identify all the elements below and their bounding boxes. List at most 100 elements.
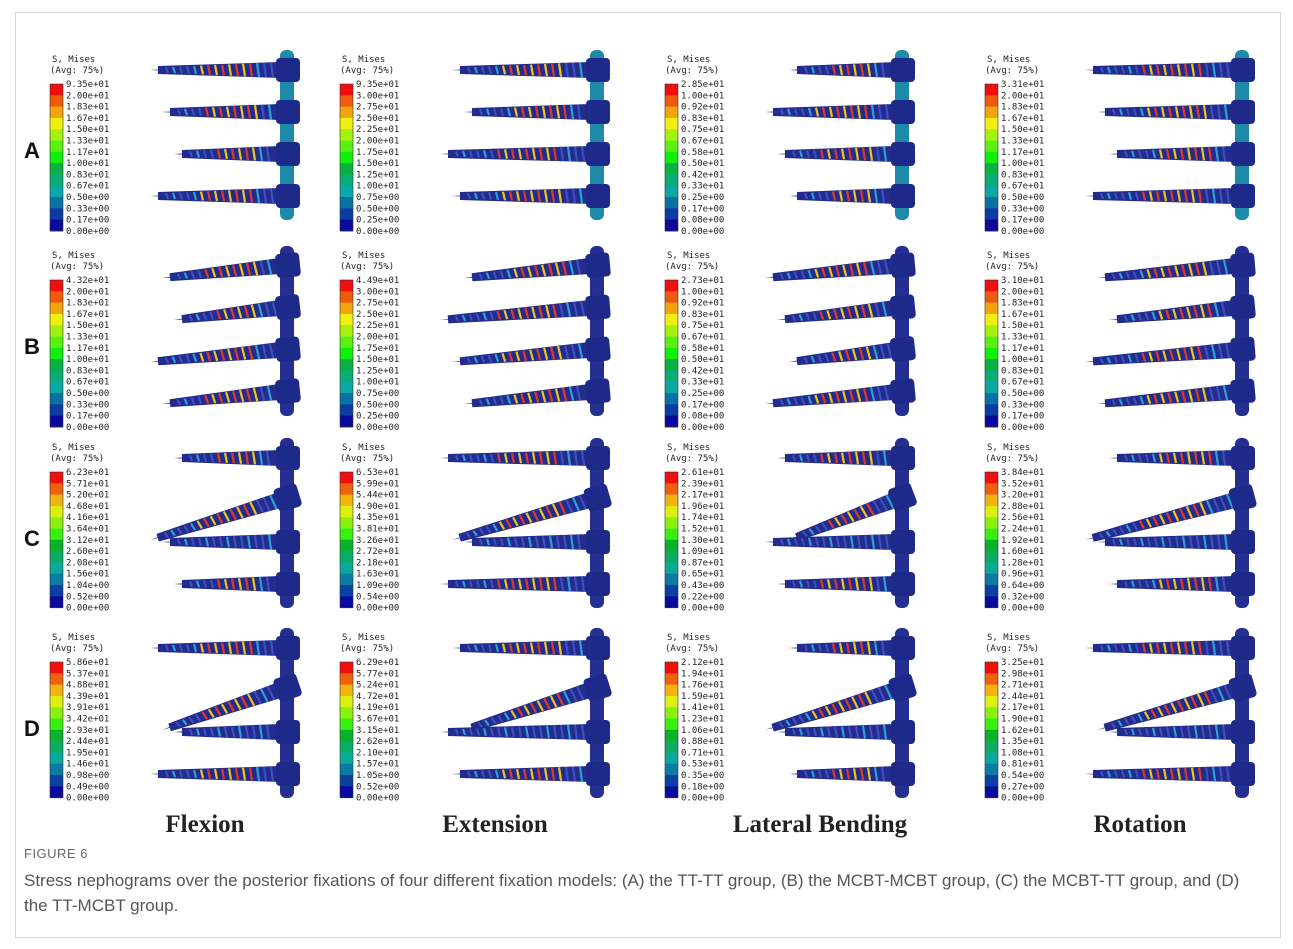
legend-label: 0.75e+01 xyxy=(681,321,724,331)
legend-label: 1.83e+01 xyxy=(66,299,109,309)
legend-band xyxy=(50,404,63,416)
legend-label: 0.49e+00 xyxy=(66,782,109,792)
legend-label: 0.75e+00 xyxy=(356,193,399,203)
legend-band xyxy=(340,163,353,175)
legend-label: 0.83e+01 xyxy=(681,310,724,320)
legend-band xyxy=(50,280,63,292)
legend-label: 1.67e+01 xyxy=(1001,310,1044,320)
legend-band xyxy=(665,495,678,507)
legend-band xyxy=(50,107,63,119)
legend-band xyxy=(340,382,353,394)
fixation-model xyxy=(150,628,303,798)
legend-title: S, Mises xyxy=(52,443,95,453)
legend-band xyxy=(665,280,678,292)
legend-label: 0.50e+00 xyxy=(1001,389,1044,399)
legend-label: 0.00e+00 xyxy=(66,423,109,433)
legend-band xyxy=(50,529,63,541)
screw-head xyxy=(275,252,301,278)
legend-title: S, Mises xyxy=(342,251,385,261)
legend-band xyxy=(50,291,63,303)
legend-band xyxy=(340,325,353,337)
legend-label: 1.67e+01 xyxy=(1001,114,1044,124)
legend-label: 0.81e+01 xyxy=(1001,760,1044,770)
legend-label: 0.08e+00 xyxy=(681,216,724,226)
legend-label: 1.00e+01 xyxy=(681,287,724,297)
fixation-model xyxy=(761,628,917,798)
legend-label: 2.62e+01 xyxy=(356,737,399,747)
legend-label: 0.83e+01 xyxy=(1001,366,1044,376)
legend-subtitle: (Avg: 75%) xyxy=(665,454,719,464)
screw-head xyxy=(1231,636,1255,660)
legend-label: 3.10e+01 xyxy=(1001,276,1044,286)
screw xyxy=(789,58,915,82)
legend-band xyxy=(340,696,353,708)
screw xyxy=(440,446,610,470)
legend-title: S, Mises xyxy=(667,443,710,453)
legend-band xyxy=(340,775,353,787)
legend-band xyxy=(50,337,63,349)
legend-band xyxy=(665,775,678,787)
legend-label: 2.00e+01 xyxy=(66,287,109,297)
legend-band xyxy=(50,393,63,405)
legend-label: 1.50e+01 xyxy=(66,125,109,135)
legend-label: 3.00e+01 xyxy=(356,287,399,297)
screw-head xyxy=(276,762,300,786)
screw xyxy=(463,378,611,416)
screw-head xyxy=(891,530,915,554)
screw xyxy=(764,252,916,290)
screw xyxy=(1085,58,1255,82)
legend-label: 3.26e+01 xyxy=(356,536,399,546)
legend-label: 0.50e+01 xyxy=(681,159,724,169)
screw-head xyxy=(1230,378,1256,404)
legend-label: 9.35e+01 xyxy=(356,80,399,90)
legend-band xyxy=(340,208,353,220)
screw xyxy=(764,378,916,416)
legend-band xyxy=(985,562,998,574)
legend-label: 0.75e+00 xyxy=(356,389,399,399)
legend-band xyxy=(340,472,353,484)
legend-band xyxy=(665,129,678,141)
legend-band xyxy=(985,370,998,382)
figure: AS, Mises(Avg: 75%)9.35e+012.00e+011.83e… xyxy=(0,0,1293,840)
legend-label: 3.00e+01 xyxy=(356,91,399,101)
legend-label: 0.67e+01 xyxy=(66,378,109,388)
row-label: D xyxy=(24,716,40,741)
screw-head xyxy=(1231,446,1255,470)
legend-band xyxy=(985,483,998,495)
legend-band xyxy=(50,382,63,394)
legend-label: 0.17e+00 xyxy=(66,216,109,226)
screw-body xyxy=(788,342,896,370)
legend-band xyxy=(985,303,998,315)
legend-label: 0.17e+00 xyxy=(66,412,109,422)
legend-label: 0.52e+00 xyxy=(356,782,399,792)
screw-head xyxy=(586,58,610,82)
legend-label: 0.50e+00 xyxy=(356,400,399,410)
legend-label: 1.46e+01 xyxy=(66,760,109,770)
legend-band xyxy=(665,472,678,484)
screw-head xyxy=(891,446,915,470)
screw xyxy=(150,636,300,660)
legend-band xyxy=(340,291,353,303)
legend-label: 1.83e+01 xyxy=(66,103,109,113)
legend-band xyxy=(985,314,998,326)
legend-band xyxy=(340,685,353,697)
legend-band xyxy=(985,662,998,674)
legend-label: 2.71e+01 xyxy=(1001,681,1044,691)
column-label: Rotation xyxy=(1093,811,1186,838)
screw-head xyxy=(586,446,610,470)
legend-band xyxy=(50,141,63,153)
legend-band xyxy=(665,741,678,753)
legend-label: 0.88e+01 xyxy=(681,737,724,747)
legend-label: 1.50e+01 xyxy=(356,159,399,169)
legend-band xyxy=(340,416,353,428)
legend-label: 1.00e+01 xyxy=(356,378,399,388)
screw-head xyxy=(276,530,300,554)
legend-band xyxy=(340,483,353,495)
legend-band xyxy=(665,186,678,198)
screw-head xyxy=(1230,252,1256,278)
legend-label: 1.52e+01 xyxy=(681,525,724,535)
legend-band xyxy=(340,764,353,776)
legend-label: 1.75e+01 xyxy=(356,344,399,354)
legend-label: 0.25e+00 xyxy=(681,389,724,399)
legend-label: 4.39e+01 xyxy=(66,692,109,702)
